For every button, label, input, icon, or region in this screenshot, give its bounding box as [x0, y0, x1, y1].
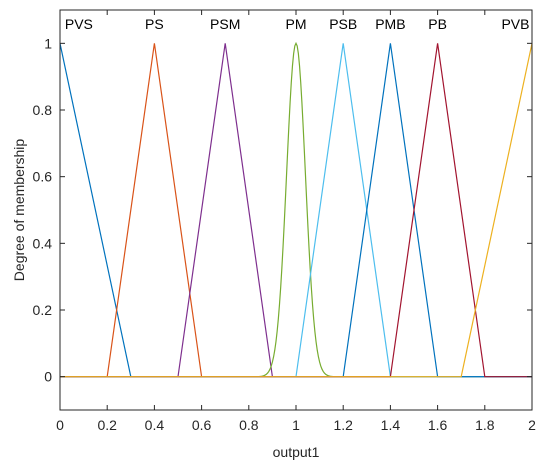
series-layer	[59, 41, 533, 378]
mf-label-psb: PSB	[329, 16, 357, 32]
y-tick-label: 0.8	[33, 102, 53, 118]
y-tick-label: 0	[44, 369, 52, 385]
y-axis-label: Degree of membership	[11, 139, 27, 282]
x-tick-label: 0	[56, 417, 64, 433]
y-tick-label: 0.6	[33, 169, 53, 185]
mf-label-pmb: PMB	[375, 16, 405, 32]
y-tick-label: 0.4	[33, 235, 53, 251]
x-tick-label: 1	[292, 417, 300, 433]
x-tick-label: 0.6	[192, 417, 212, 433]
mf-label-pb: PB	[428, 16, 447, 32]
y-tick-label: 0.2	[33, 302, 53, 318]
plot-area	[60, 10, 532, 410]
x-tick-label: 1.8	[475, 417, 495, 433]
x-tick-label: 0.8	[239, 417, 259, 433]
mf-label-psm: PSM	[210, 16, 240, 32]
x-tick-label: 1.6	[428, 417, 448, 433]
x-tick-label: 2	[528, 417, 536, 433]
y-tick-label: 1	[44, 35, 52, 51]
x-tick-label: 0.2	[97, 417, 117, 433]
x-ticks: 0 0.2 0.4 0.6 0.8 1 1.2 1.4 1.6 1.8 2	[56, 10, 536, 433]
mf-label-pvb: PVB	[501, 16, 529, 32]
mf-label-pvs: PVS	[65, 16, 93, 32]
x-tick-label: 1.2	[333, 417, 353, 433]
mf-label-ps: PS	[145, 16, 164, 32]
x-tick-label: 0.4	[145, 417, 165, 433]
x-tick-label: 1.4	[381, 417, 401, 433]
mf-label-pm: PM	[286, 16, 307, 32]
y-ticks: 0 0.2 0.4 0.6 0.8 1	[33, 35, 532, 385]
mf-labels: PVS PS PSM PM PSB PMB PB PVB	[65, 16, 530, 32]
x-axis-label: output1	[273, 444, 320, 460]
series-line-pvb	[60, 43, 533, 378]
